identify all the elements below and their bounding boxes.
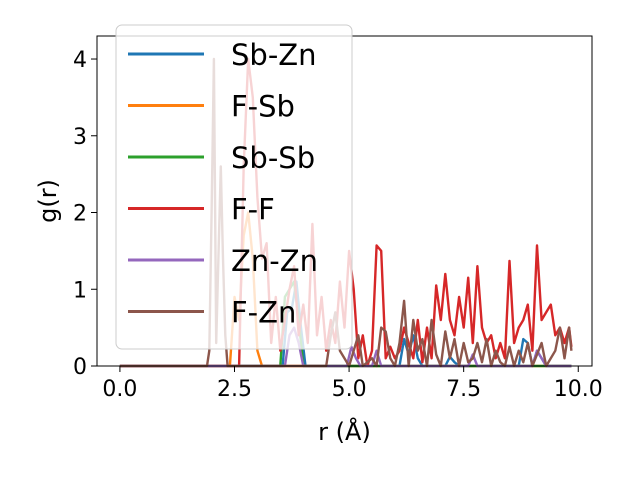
x-tick-label: 0.0: [102, 377, 137, 402]
x-tick-label: 5.0: [332, 377, 367, 402]
legend-label-sb-sb: Sb-Sb: [231, 141, 315, 175]
y-tick-label: 0: [73, 355, 87, 380]
legend-label-f-zn: F-Zn: [231, 296, 296, 330]
y-tick-label: 2: [73, 202, 87, 227]
legend-label-f-sb: F-Sb: [231, 90, 295, 124]
x-axis-label: r (Å): [318, 417, 371, 446]
x-tick-label: 10.0: [554, 377, 603, 402]
y-tick-label: 3: [73, 125, 87, 150]
y-tick-label: 4: [73, 48, 87, 73]
legend-label-f-f: F-F: [231, 193, 275, 227]
y-axis-label: g(r): [34, 179, 62, 223]
legend-label-zn-zn: Zn-Zn: [231, 244, 318, 278]
y-axis-ticks: 0 1 2 3 4: [73, 48, 97, 380]
x-axis-ticks: 0.0 2.5 5.0 7.5 10.0: [102, 366, 603, 402]
legend-label-sb-zn: Sb-Zn: [231, 38, 317, 72]
x-tick-label: 7.5: [446, 377, 481, 402]
x-tick-label: 2.5: [217, 377, 252, 402]
legend: Sb-Zn F-Sb Sb-Sb F-F Zn-Zn F-Zn: [115, 24, 353, 350]
y-tick-label: 1: [73, 278, 87, 303]
series-line-f-zn: [119, 57, 573, 368]
